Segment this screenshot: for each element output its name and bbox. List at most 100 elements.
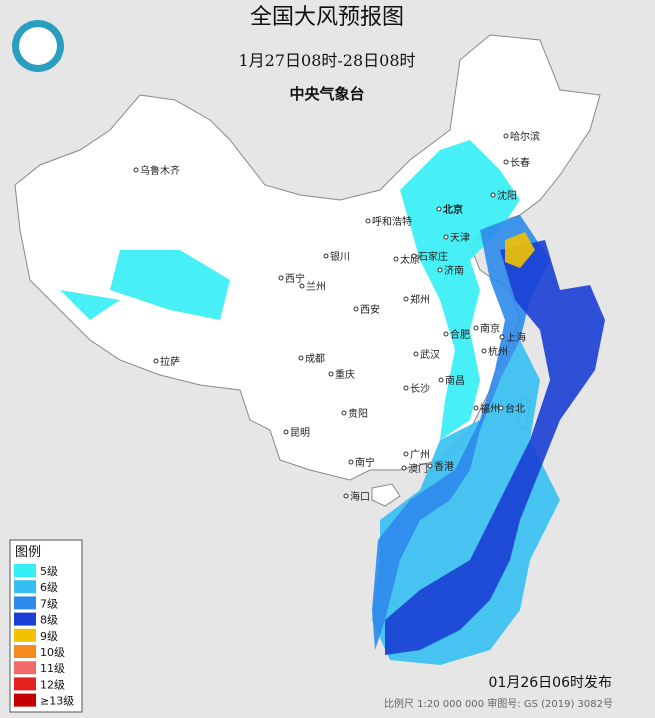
city: 南宁 [355, 456, 375, 469]
legend: 图例 5级 6级 7级 8级 9级 10级 11级 12级 ≥13级 [9, 539, 83, 713]
city-dot [437, 267, 443, 273]
city-dot [481, 348, 487, 354]
city-dot [436, 206, 442, 212]
city: 南京 [480, 322, 500, 335]
city-dot [341, 410, 347, 416]
city: 武汉 [420, 348, 440, 361]
city: 郑州 [410, 293, 430, 306]
city-dot [443, 331, 449, 337]
city: 澳门 [408, 462, 428, 475]
city-dot [473, 325, 479, 331]
city-dot [403, 296, 409, 302]
wind-zone [400, 140, 520, 440]
city-dot [403, 385, 409, 391]
city-dot [503, 133, 509, 139]
legend-swatch [14, 693, 36, 707]
city: 长沙 [410, 383, 430, 395]
wind-zones [60, 140, 605, 665]
city: 兰州 [306, 280, 326, 293]
city: 太原 [400, 253, 420, 266]
city: 西安 [360, 303, 380, 316]
legend-label: 11级 [40, 662, 65, 675]
city-dot [413, 351, 419, 357]
city-dot [348, 459, 354, 465]
city-dot [153, 358, 159, 364]
city-dot [323, 253, 329, 259]
city: 上海 [506, 331, 526, 344]
legend-label: 6级 [40, 581, 58, 594]
city-dot [328, 371, 334, 377]
legend-swatch [14, 661, 36, 675]
city: 天津 [450, 232, 470, 244]
city: 贵阳 [348, 407, 368, 420]
legend-swatch [14, 596, 36, 610]
wind-zone [372, 215, 550, 650]
hainan [371, 483, 401, 507]
city: 杭州 [488, 345, 508, 358]
city: 哈尔滨 [510, 130, 540, 143]
map-title: 全国大风预报图 [250, 5, 404, 30]
map-period: 1月27日08时-28日08时 [238, 51, 415, 70]
city: 福州 [480, 402, 500, 415]
wind-zone [372, 340, 560, 665]
legend-label: 7级 [40, 597, 58, 610]
city: 拉萨 [160, 355, 180, 368]
city-dot [343, 493, 349, 499]
legend-title: 图例 [15, 545, 41, 560]
scale-note: 比例尺 1:20 000 000 审图号: GS (2019) 3082号 [384, 697, 613, 710]
legend-swatch [14, 564, 36, 577]
wind-zone [505, 232, 535, 268]
city: 重庆 [335, 368, 355, 381]
wind-zone [60, 290, 120, 320]
city: 广州 [410, 449, 430, 461]
legend-label: 5级 [40, 565, 58, 578]
city-dot [298, 355, 304, 361]
city: 呼和浩特 [372, 216, 412, 228]
city: 南昌 [445, 374, 465, 387]
city-dot [443, 234, 449, 240]
city-dot [283, 429, 289, 435]
legend-label: 9级 [40, 630, 58, 643]
city-dot [498, 405, 504, 411]
legend-label: 10级 [40, 646, 65, 659]
city: 济南 [444, 264, 464, 277]
legend-swatch [14, 677, 36, 691]
wind-zone [110, 250, 230, 320]
city: 海口 [350, 490, 370, 503]
city-dot [133, 167, 139, 173]
city: 长春 [510, 157, 530, 169]
city-dot [473, 405, 479, 411]
city-dot [438, 377, 444, 383]
city-dot [393, 256, 399, 262]
issuer: 中央气象台 [289, 85, 364, 103]
logo-inner [19, 27, 57, 65]
city-dot [401, 465, 407, 471]
legend-swatch [14, 580, 36, 594]
city: 成都 [305, 353, 325, 365]
city: 合肥 [450, 328, 470, 341]
city: 台北 [505, 402, 525, 415]
city: 石家庄 [418, 250, 448, 263]
city: 西宁 [285, 272, 305, 285]
city-dot [278, 275, 284, 281]
city-dot [490, 192, 496, 198]
legend-label: 8级 [40, 614, 58, 627]
city: 乌鲁木齐 [140, 164, 180, 177]
city: 香港 [434, 461, 454, 473]
city-dot [411, 253, 417, 259]
city-labels: 乌鲁木齐 哈尔滨 长春 沈阳 北京 呼和浩特 天津 银川 太原 石家庄 济南 西… [133, 130, 540, 503]
city: 北京 [443, 203, 463, 216]
legend-label: ≥13级 [40, 695, 74, 708]
city-dot [427, 463, 433, 469]
city-dot [365, 218, 371, 224]
city-dot [403, 451, 409, 457]
city: 银川 [330, 250, 350, 263]
city-dot [503, 159, 509, 165]
legend-swatch [14, 645, 36, 658]
legend-swatch [14, 612, 36, 626]
city-dot [353, 306, 359, 312]
issued-time: 01月26日06时发布 [489, 675, 612, 691]
legend-label: 12级 [40, 678, 65, 691]
city: 沈阳 [497, 189, 517, 202]
